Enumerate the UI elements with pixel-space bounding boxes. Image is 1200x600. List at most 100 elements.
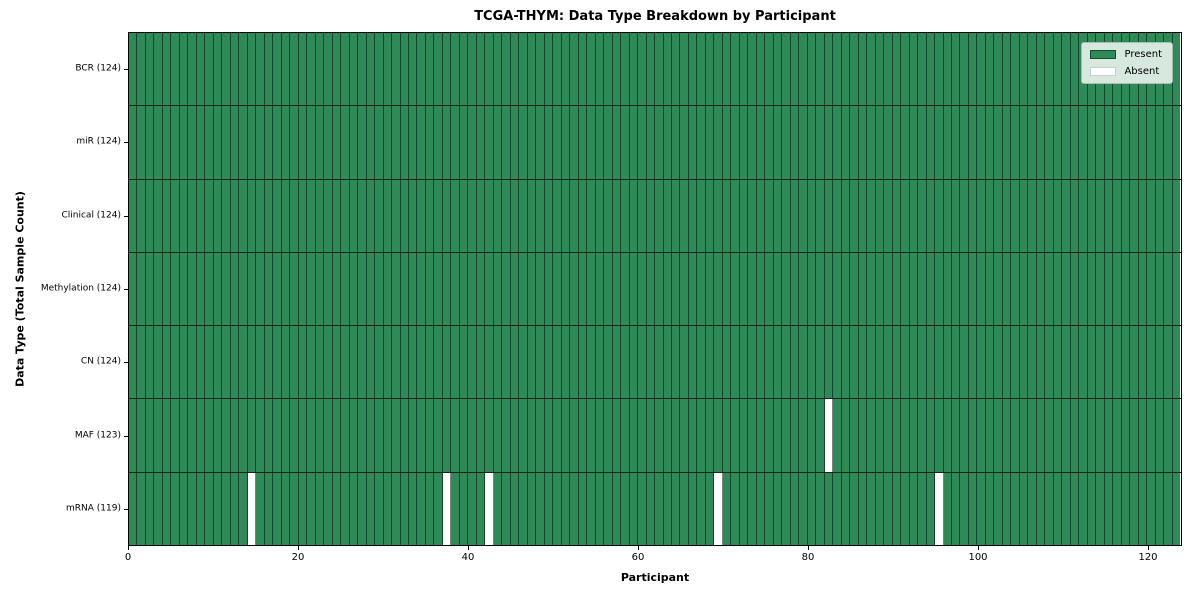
heatmap-cell-present <box>264 33 274 106</box>
heatmap-cell-present <box>680 33 689 106</box>
heatmap-cell-present <box>943 106 952 179</box>
heatmap-row-mrna <box>129 472 1181 545</box>
heatmap-cell-present <box>722 252 732 326</box>
heatmap-cell-present <box>697 33 706 106</box>
heatmap-cell-present <box>773 399 783 472</box>
heatmap-cell-present <box>476 326 486 399</box>
y-tick-mark <box>124 68 128 70</box>
heatmap-cell-present <box>731 33 740 106</box>
heatmap-cell-present <box>154 252 163 326</box>
heatmap-cell-present <box>884 399 893 472</box>
heatmap-cell-present <box>230 399 240 472</box>
heatmap-cell-present <box>561 326 571 399</box>
heatmap-cell-present <box>943 399 952 472</box>
heatmap-cell-present <box>493 252 503 326</box>
heatmap-cell-present <box>705 179 715 252</box>
heatmap-cell-present <box>850 33 859 106</box>
heatmap-cell-present <box>799 399 808 472</box>
heatmap-cell-present <box>1079 472 1088 545</box>
heatmap-cell-present <box>731 326 740 399</box>
heatmap-cell-present <box>239 472 248 545</box>
heatmap-cell-present <box>892 399 902 472</box>
heatmap-cell-present <box>171 106 180 179</box>
heatmap-cell-present <box>909 326 919 399</box>
heatmap-cell-present <box>290 33 299 106</box>
heatmap-cell-present <box>672 106 681 179</box>
x-tick-mark <box>128 546 129 550</box>
heatmap-cell-present <box>162 326 172 399</box>
heatmap-cell-present <box>324 399 333 472</box>
heatmap-cell-present <box>858 106 868 179</box>
heatmap-cell-present <box>731 252 740 326</box>
heatmap-cell-present <box>985 179 995 252</box>
heatmap-cell-present <box>205 106 214 179</box>
heatmap-cell-present <box>349 179 359 252</box>
heatmap-cell-present <box>230 179 240 252</box>
heatmap-cell-present <box>408 472 418 545</box>
heatmap-cell-present <box>977 252 986 326</box>
heatmap-cell-present <box>442 399 452 472</box>
heatmap-cell-present <box>1070 399 1080 472</box>
heatmap-cell-present <box>578 106 588 179</box>
heatmap-cell-present <box>621 33 630 106</box>
heatmap-cell-present <box>756 179 766 252</box>
heatmap-cell-present <box>1104 179 1114 252</box>
heatmap-cell-present <box>281 472 291 545</box>
heatmap-cell-present <box>807 252 817 326</box>
heatmap-cell-present <box>935 399 944 472</box>
heatmap-cell-present <box>400 399 409 472</box>
heatmap-cell-present <box>765 33 774 106</box>
heatmap-cell-present <box>985 252 995 326</box>
heatmap-cell-present <box>273 106 282 179</box>
heatmap-cell-present <box>1045 33 1054 106</box>
heatmap-cell-present <box>408 399 418 472</box>
heatmap-cell-present <box>358 252 367 326</box>
heatmap-cell-present <box>290 399 299 472</box>
heatmap-cell-present <box>1138 399 1148 472</box>
heatmap-cell-present <box>705 252 715 326</box>
heatmap-cell-present <box>502 326 511 399</box>
heatmap-cell-present <box>256 399 265 472</box>
heatmap-cell-present <box>171 252 180 326</box>
heatmap-cell-present <box>773 326 783 399</box>
heatmap-cell-present <box>205 326 214 399</box>
heatmap-row-clinical <box>129 179 1181 253</box>
heatmap-cell-present <box>485 106 494 179</box>
heatmap-cell-present <box>137 472 146 545</box>
heatmap-cell-present <box>324 106 333 179</box>
heatmap-cell-present <box>587 326 596 399</box>
heatmap-cell-present <box>1104 252 1114 326</box>
heatmap-cell-present <box>748 399 757 472</box>
heatmap-cell-present <box>782 472 791 545</box>
heatmap-cell-present <box>901 472 910 545</box>
heatmap-cell-present <box>315 179 325 252</box>
heatmap-cell-present <box>196 179 206 252</box>
heatmap-cell-present <box>544 399 554 472</box>
heatmap-cell-present <box>833 33 842 106</box>
heatmap-cell-present <box>570 106 579 179</box>
heatmap-cell-present <box>171 472 180 545</box>
heatmap-cell-present <box>417 399 426 472</box>
heatmap-cell-present <box>1104 326 1114 399</box>
heatmap-cell-present <box>1113 472 1122 545</box>
heatmap-cell-present <box>196 399 206 472</box>
heatmap-cell-present <box>1079 326 1088 399</box>
heatmap-cell-present <box>739 472 749 545</box>
heatmap-cell-present <box>765 399 774 472</box>
x-tick-mark <box>1148 546 1149 550</box>
heatmap-cell-present <box>655 106 664 179</box>
heatmap-cell-present <box>875 179 885 252</box>
heatmap-cell-present <box>230 106 240 179</box>
heatmap-cell-present <box>1096 179 1105 252</box>
heatmap-cell-present <box>570 252 579 326</box>
heatmap-cell-present <box>697 472 706 545</box>
heatmap-cell-present <box>1019 252 1029 326</box>
heatmap-cell-present <box>264 399 274 472</box>
heatmap-cell-present <box>459 106 469 179</box>
heatmap-cell-present <box>824 326 834 399</box>
heatmap-cell-present <box>1053 399 1063 472</box>
heatmap-cell-present <box>680 106 689 179</box>
heatmap-cell-present <box>162 399 172 472</box>
heatmap-cell-present <box>722 106 732 179</box>
heatmap-cell-present <box>901 399 910 472</box>
